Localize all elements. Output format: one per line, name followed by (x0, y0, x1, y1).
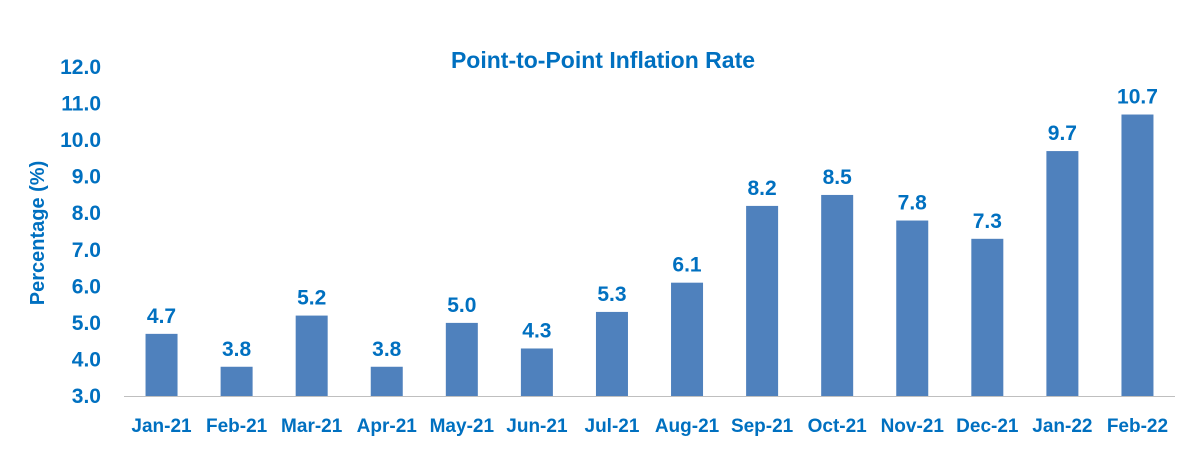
y-tick-label: 4.0 (72, 348, 101, 371)
x-tick-label: Jul-21 (585, 416, 640, 437)
data-labels: 4.7 3.8 5.2 3.8 5.0 4.3 5.3 6.1 8.2 8.5 7.8 7.3 9.7 1… (147, 86, 1158, 361)
bar-may-21 (445, 322, 478, 396)
bar-sep-21 (746, 205, 779, 396)
x-tick-label: Feb-22 (1107, 416, 1168, 437)
data-label: 7.3 (973, 210, 1002, 233)
bar-feb-21 (220, 366, 253, 396)
x-tick-label: Oct-21 (808, 416, 868, 437)
bar-aug-21 (671, 282, 704, 396)
x-tick-label: Jun-21 (506, 416, 568, 437)
bar-jul-21 (595, 311, 628, 396)
x-tick-label: Jan-22 (1032, 416, 1092, 437)
data-label: 6.1 (672, 254, 702, 277)
bar-jun-21 (520, 348, 553, 396)
data-label: 3.8 (222, 338, 252, 361)
data-label: 4.3 (522, 319, 551, 342)
bar-nov-21 (896, 220, 929, 396)
bar-series (145, 114, 1154, 397)
y-tick-label: 3.0 (72, 385, 101, 408)
data-label: 7.8 (898, 192, 928, 215)
x-tick-label: Dec-21 (956, 416, 1019, 437)
data-label: 5.3 (597, 283, 626, 306)
y-axis: 3.0 4.0 5.0 6.0 7.0 8.0 9.0 10.0 11.0 12.0 (60, 56, 101, 408)
y-tick-label: 10.0 (60, 129, 101, 152)
data-label: 8.5 (823, 166, 853, 189)
data-label: 10.7 (1117, 86, 1158, 109)
data-label: 8.2 (748, 177, 777, 200)
data-label: 9.7 (1048, 122, 1077, 145)
bar-oct-21 (821, 194, 854, 396)
bar-jan-21 (145, 333, 178, 396)
bar-mar-21 (295, 315, 328, 396)
data-label: 4.7 (147, 305, 176, 328)
x-tick-label: Jan-21 (131, 416, 192, 437)
y-tick-label: 5.0 (72, 312, 101, 335)
x-tick-label: Apr-21 (357, 416, 418, 437)
y-tick-label: 6.0 (72, 275, 101, 298)
x-axis: Jan-21 Feb-21 Mar-21 Apr-21 May-21 Jun-21 Jul-… (124, 396, 1175, 437)
x-tick-label: Nov-21 (881, 416, 945, 437)
bar-feb-22 (1121, 114, 1154, 397)
data-label: 5.2 (297, 287, 326, 310)
x-tick-label: Mar-21 (281, 416, 343, 437)
y-tick-label: 9.0 (72, 166, 101, 189)
y-tick-label: 8.0 (72, 202, 101, 225)
y-tick-label: 12.0 (60, 56, 101, 79)
data-label: 5.0 (447, 294, 476, 317)
y-tick-label: 11.0 (61, 93, 101, 116)
y-axis-label: Percentage (%) (27, 161, 49, 306)
x-tick-label: Aug-21 (655, 416, 720, 437)
data-label: 3.8 (372, 338, 402, 361)
x-tick-label: May-21 (430, 416, 495, 437)
chart-title: Point-to-Point Inflation Rate (451, 47, 755, 73)
y-tick-label: 7.0 (72, 239, 101, 262)
x-tick-label: Feb-21 (206, 416, 268, 437)
x-tick-label: Sep-21 (731, 416, 794, 437)
bar-dec-21 (971, 238, 1004, 396)
bar-jan-22 (1046, 151, 1079, 396)
bar-apr-21 (370, 366, 403, 396)
